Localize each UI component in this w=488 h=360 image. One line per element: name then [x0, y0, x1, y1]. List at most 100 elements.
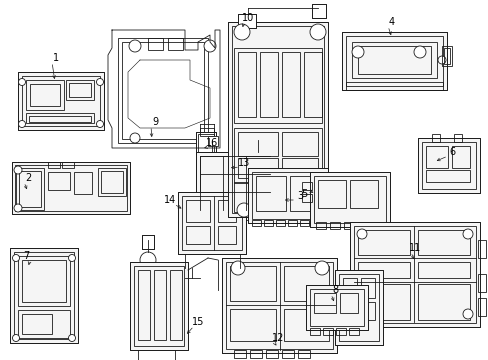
Bar	[282, 350, 293, 358]
Bar	[425, 146, 447, 168]
Bar	[256, 176, 285, 211]
Bar	[260, 52, 278, 117]
Bar	[299, 220, 308, 226]
Bar	[200, 128, 214, 136]
Bar	[453, 134, 461, 142]
Bar	[315, 222, 325, 229]
Bar	[218, 200, 236, 222]
Circle shape	[14, 204, 22, 212]
Bar	[341, 32, 446, 90]
Text: 9: 9	[152, 117, 158, 127]
Bar	[18, 72, 104, 130]
Bar	[225, 262, 332, 349]
Bar	[196, 152, 273, 214]
Bar	[182, 196, 242, 250]
Bar	[196, 132, 216, 154]
Text: 4: 4	[388, 17, 394, 27]
Bar	[222, 258, 336, 353]
Bar	[329, 222, 339, 229]
Bar	[357, 284, 409, 320]
Bar	[317, 180, 346, 208]
Bar	[238, 212, 251, 220]
Bar	[313, 176, 385, 223]
Bar	[249, 350, 262, 358]
Bar	[134, 266, 183, 346]
Text: 2: 2	[25, 173, 31, 183]
Bar	[178, 192, 245, 254]
Circle shape	[310, 203, 325, 217]
Bar	[74, 172, 92, 194]
Bar	[360, 278, 374, 298]
Bar	[148, 38, 163, 50]
Bar	[101, 171, 123, 193]
Bar	[142, 235, 154, 249]
Bar	[231, 26, 324, 213]
Bar	[349, 180, 377, 208]
Bar	[346, 82, 442, 90]
Bar	[185, 200, 209, 222]
Bar	[357, 230, 409, 255]
Bar	[118, 38, 207, 143]
Text: 14: 14	[163, 195, 176, 205]
Bar	[227, 22, 327, 217]
Bar	[304, 52, 321, 117]
Circle shape	[462, 309, 472, 319]
Bar	[142, 235, 154, 249]
Circle shape	[230, 261, 244, 275]
Bar	[234, 350, 245, 358]
Bar	[238, 158, 278, 178]
Bar	[357, 46, 430, 74]
Bar	[30, 84, 60, 106]
Text: 7: 7	[23, 251, 29, 261]
Bar	[302, 194, 311, 202]
Circle shape	[237, 203, 250, 217]
Bar	[196, 132, 216, 154]
Bar	[421, 142, 475, 189]
Circle shape	[234, 24, 249, 40]
Bar	[305, 182, 319, 212]
Bar	[26, 80, 64, 110]
Bar	[334, 270, 382, 345]
Bar	[251, 220, 261, 226]
Bar	[282, 52, 299, 117]
Bar	[311, 4, 325, 18]
Bar	[229, 309, 275, 341]
Bar	[220, 212, 234, 220]
Bar	[477, 298, 485, 316]
Bar	[22, 76, 100, 126]
Bar	[265, 350, 278, 358]
Bar	[323, 328, 332, 335]
Bar	[417, 138, 479, 193]
Bar	[251, 172, 324, 219]
Bar	[313, 293, 335, 313]
Bar	[351, 42, 436, 78]
Circle shape	[19, 121, 25, 127]
Bar	[451, 146, 469, 168]
Bar	[234, 128, 321, 183]
Bar	[269, 182, 284, 212]
Bar	[19, 171, 41, 207]
Bar	[185, 226, 209, 244]
Bar	[251, 182, 265, 212]
Bar	[477, 274, 485, 292]
Bar	[431, 134, 439, 142]
Bar	[138, 270, 150, 340]
Bar	[309, 289, 363, 326]
Text: 6: 6	[448, 147, 454, 157]
Bar	[238, 14, 256, 28]
Bar	[253, 136, 264, 146]
Bar	[360, 302, 374, 320]
Circle shape	[462, 229, 472, 239]
Bar	[222, 258, 336, 353]
Bar	[22, 314, 52, 334]
Text: 1: 1	[53, 53, 59, 63]
Circle shape	[309, 24, 325, 40]
Circle shape	[68, 334, 75, 342]
Bar	[29, 116, 91, 122]
Bar	[338, 274, 378, 341]
Bar	[357, 262, 409, 278]
Bar	[207, 136, 218, 146]
Bar	[18, 310, 70, 338]
Bar	[342, 302, 356, 320]
Bar	[130, 262, 187, 350]
